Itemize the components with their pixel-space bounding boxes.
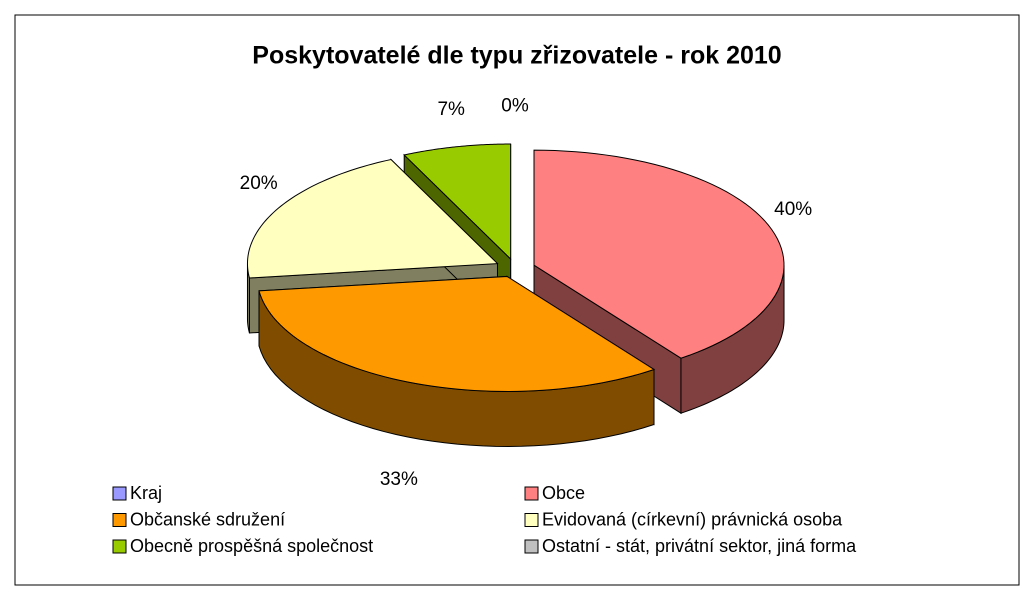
legend-swatch — [112, 486, 127, 501]
data-label: 40% — [774, 199, 812, 220]
legend-label: Kraj — [130, 483, 162, 503]
data-label: 20% — [240, 173, 278, 194]
legend-swatch — [112, 513, 127, 527]
slice-top — [258, 275, 656, 392]
pie-slice — [258, 275, 656, 447]
legend-label: Obce — [542, 483, 585, 503]
legend-label: Obecně prospěšná společnost — [130, 536, 373, 556]
data-label: 0% — [501, 96, 529, 117]
legend-swatch — [524, 539, 539, 554]
legend-label: Evidovaná (církevní) právnická osoba — [542, 509, 843, 529]
legend-swatch — [524, 513, 539, 527]
legend-label: Občanské sdružení — [130, 509, 285, 529]
chart-title: Poskytovatelé dle typu zřizovatele - rok… — [252, 42, 781, 70]
legend-swatch — [112, 539, 127, 554]
legend-label: Ostatní - stát, privátní sektor, jiná fo… — [542, 536, 857, 556]
data-label: 33% — [380, 469, 418, 490]
slice-top — [533, 149, 785, 359]
data-label: 7% — [437, 99, 465, 120]
legend-swatch — [524, 486, 539, 501]
slice-top — [403, 143, 512, 261]
slice-top — [246, 158, 499, 279]
